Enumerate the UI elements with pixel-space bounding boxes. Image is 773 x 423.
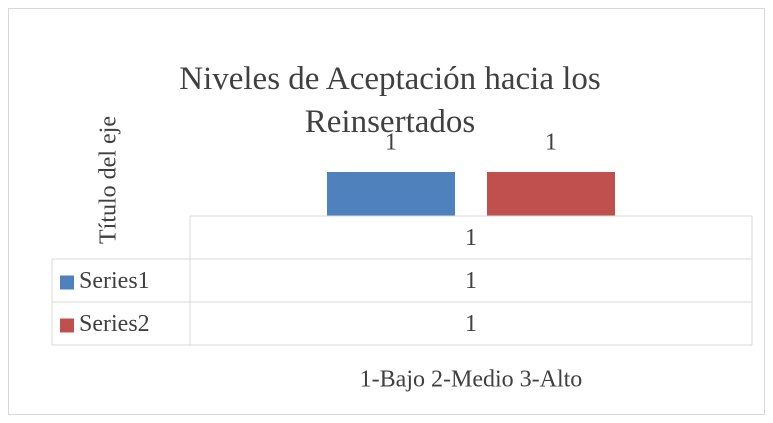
chart-title: Niveles de Aceptación hacia los Reinsert… xyxy=(179,61,601,140)
bar xyxy=(487,172,615,216)
legend-key xyxy=(60,275,74,290)
data-label: 1 xyxy=(545,130,557,156)
legend-label: Series2 xyxy=(79,311,150,337)
table-header: 1 xyxy=(465,225,477,251)
x-axis-title: 1-Bajo 2-Medio 3-Alto xyxy=(360,367,583,393)
table-value: 1 xyxy=(465,311,477,337)
bar xyxy=(327,172,455,216)
table-value: 1 xyxy=(465,268,477,294)
y-axis-title: Título del eje xyxy=(96,116,122,244)
legend-key xyxy=(60,318,74,333)
legend-label: Series1 xyxy=(79,268,150,294)
data-label: 1 xyxy=(385,130,397,156)
